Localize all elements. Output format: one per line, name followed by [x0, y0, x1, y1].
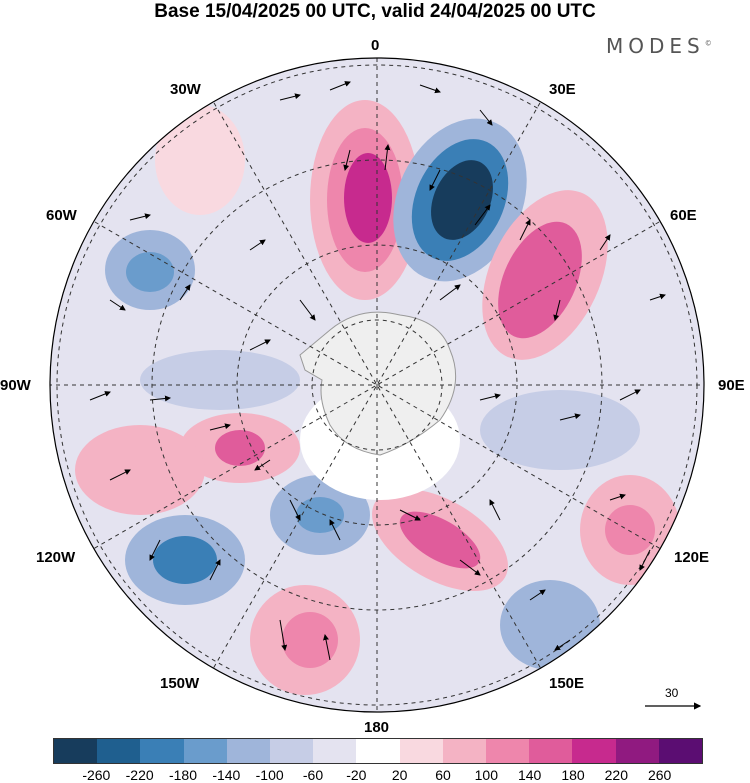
colorbar-swatch	[529, 739, 573, 763]
colorbar-swatch	[97, 739, 141, 763]
lon-label-0: 0	[371, 37, 380, 54]
colorbar-tick-label: 140	[517, 767, 542, 783]
blob-pos-45e-core	[498, 221, 582, 339]
colorbar-swatch	[54, 739, 98, 763]
lon-label-60e: 60E	[670, 207, 697, 224]
lon-label-150w: 150W	[160, 675, 200, 692]
lon-label-60w: 60W	[46, 207, 77, 224]
wind-vectors	[89, 81, 666, 661]
blob-neg-150e	[500, 580, 600, 670]
colorbar-swatch	[486, 739, 530, 763]
lon-label-30w: 30W	[170, 81, 201, 98]
blob-neg-30e-core	[431, 160, 493, 240]
lon-label-150e: 150E	[549, 675, 585, 692]
map-boundary	[49, 57, 705, 713]
colorbar-tick-label: -20	[346, 767, 367, 783]
lon-label-120e: 120E	[674, 549, 710, 566]
colorbar-tick-label: -140	[212, 767, 241, 783]
colorbar-swatch	[356, 739, 400, 763]
colorbar	[53, 738, 703, 764]
blob-pos-160w-core	[282, 612, 338, 668]
lon-label-90e: 90E	[718, 377, 745, 394]
reference-vector-label: 30	[665, 686, 679, 700]
colorbar-swatch	[270, 739, 314, 763]
blob-neg-60w-core	[126, 252, 174, 292]
colorbar-tick-label: 100	[474, 767, 499, 783]
modes-logo: MODES©	[606, 34, 712, 58]
colorbar-tick-label: -180	[168, 767, 198, 783]
colorbar-swatch	[313, 739, 357, 763]
brand-name: MODES	[606, 34, 705, 58]
colorbar-tick-label: 60	[435, 767, 451, 783]
colorbar-tick-label: -260	[82, 767, 111, 783]
blob-pos-120e-core	[605, 505, 655, 555]
lon-label-30e: 30E	[549, 81, 576, 98]
colorbar-swatch	[615, 739, 659, 763]
colorbar-tick-label: 260	[647, 767, 672, 783]
colorbar-tick-label: 220	[604, 767, 629, 783]
anomaly-layer	[75, 100, 680, 695]
colorbar-tick-label: -220	[125, 767, 154, 783]
blob-neg-90w	[140, 350, 300, 410]
blob-pos-30w	[155, 105, 245, 215]
colorbar-tick-label: 20	[391, 767, 408, 783]
blob-neg-150w-core	[296, 497, 344, 533]
graticule	[50, 58, 704, 712]
blob-pos-165e-core	[399, 511, 481, 569]
antarctica-landmass	[299, 311, 457, 456]
colorbar-ticks: -260 -220 -180 -140 -100 -60 -20 20 60 100 140 180 2…	[0, 767, 750, 783]
lon-label-120w: 120W	[36, 549, 76, 566]
colorbar-swatch	[442, 739, 487, 763]
lon-label-90w: 90W	[0, 377, 31, 394]
blob-pos-105w	[75, 425, 205, 515]
colorbar-swatch	[183, 739, 227, 763]
blob-neg-120w-core	[153, 536, 217, 584]
blob-pos-100w-core	[215, 430, 265, 466]
colorbar-tick-label: 180	[561, 767, 585, 783]
colorbar-tick-label: -60	[302, 767, 324, 783]
colorbar-swatch	[140, 739, 184, 763]
colorbar-swatch	[226, 739, 271, 763]
blob-pos-0-core	[344, 153, 392, 243]
brand-mark: ©	[704, 39, 712, 48]
lon-label-180: 180	[364, 719, 390, 736]
colorbar-swatch	[572, 739, 616, 763]
colorbar-tick-label: -100	[255, 767, 284, 783]
colorbar-swatch	[399, 739, 443, 763]
colorbar-swatch	[658, 739, 703, 763]
blob-neg-100e	[480, 390, 640, 470]
map-title: Base 15/04/2025 00 UTC, valid 24/04/2025…	[154, 1, 596, 22]
